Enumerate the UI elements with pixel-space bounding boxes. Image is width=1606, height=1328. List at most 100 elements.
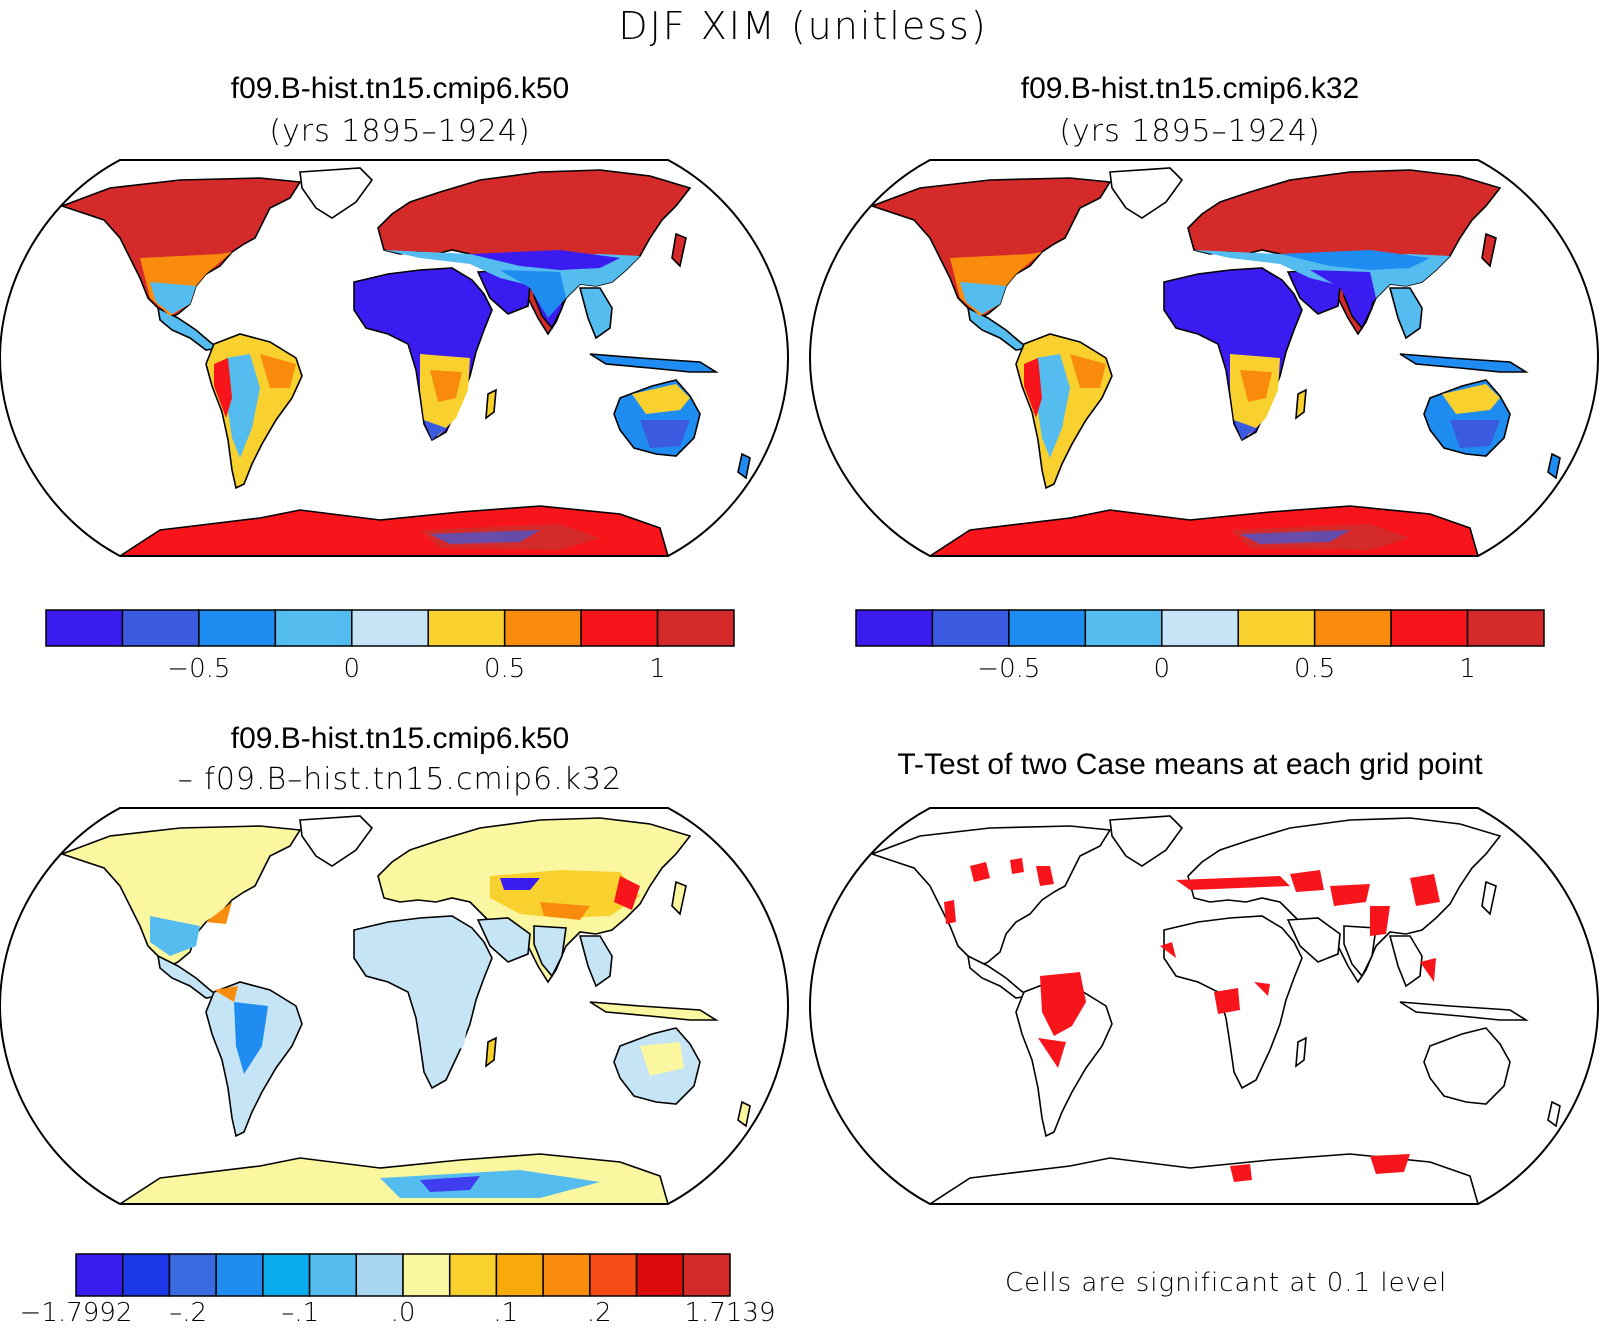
significant-cell	[1254, 982, 1270, 996]
significant-cell	[1370, 906, 1390, 936]
significant-cell	[944, 900, 956, 924]
land-seasia	[578, 287, 613, 340]
land-madagascar	[1295, 388, 1307, 420]
colorbar-difference	[75, 1253, 731, 1297]
colorbar-swatch	[656, 609, 735, 647]
land-nz	[1547, 1100, 1561, 1128]
colorbar-swatch	[121, 609, 200, 647]
colorbar-swatch	[503, 609, 582, 647]
land-samerica	[1015, 981, 1113, 1138]
colorbar-swatch	[635, 1253, 685, 1297]
colorbar-swatch	[402, 1253, 451, 1297]
land-japan	[671, 232, 687, 268]
map-k32	[808, 159, 1600, 557]
ttest-footnote: Cells are significant at 0.1 level	[1005, 1268, 1448, 1298]
colorbar-swatch	[589, 1253, 638, 1297]
colorbar-swatch	[448, 1253, 498, 1297]
colorbar-swatch	[931, 609, 1010, 647]
map-frame	[0, 807, 790, 1205]
land-greenland	[299, 167, 374, 219]
land-india	[533, 925, 567, 978]
significant-cell	[1038, 1038, 1066, 1068]
panel-subtitle-k50: (yrs 1895–1924)	[269, 114, 531, 149]
land-namerica	[869, 825, 1112, 967]
land-seasia	[578, 935, 613, 988]
land-indonesia	[1399, 353, 1529, 373]
colorbar-k32	[855, 609, 1545, 647]
land-greenland	[1109, 815, 1184, 867]
colorbar-swatch	[542, 1253, 591, 1297]
land-namerica	[869, 177, 1112, 319]
land-japan	[1481, 880, 1497, 916]
colorbar-swatch	[198, 609, 277, 647]
land-australia	[1423, 1027, 1511, 1105]
land-antarctica	[927, 1153, 1480, 1204]
panel-subtitle-k32: (yrs 1895–1924)	[1059, 114, 1321, 149]
land-africa	[353, 915, 493, 1090]
land-antarctica	[117, 505, 670, 556]
map-k50	[0, 159, 790, 557]
significant-cell	[1040, 972, 1086, 1036]
land-japan	[671, 880, 687, 916]
colorbar-swatch	[1237, 609, 1316, 647]
colorbar-tick-label: −1.7992	[19, 1298, 133, 1328]
significant-cell	[1330, 884, 1370, 906]
land-madagascar	[1295, 1036, 1307, 1068]
land-arabia	[1286, 917, 1341, 963]
land-indonesia	[589, 1001, 719, 1021]
colorbar-tick-label: .2	[586, 1298, 612, 1328]
land-madagascar	[485, 1036, 497, 1068]
panel-title-k50: f09.B-hist.tn15.cmip6.k50	[230, 72, 570, 105]
land-nz	[1547, 452, 1561, 480]
land-camerica	[966, 954, 1030, 999]
significant-cell	[1420, 958, 1436, 982]
land-camerica	[156, 306, 220, 351]
significant-cell	[1010, 858, 1024, 874]
land-seasia	[1388, 287, 1423, 340]
colorbar-swatch	[855, 609, 934, 647]
land-indonesia	[589, 353, 719, 373]
panel-subtitle-diff: – f09.B–hist.tn15.cmip6.k32	[177, 762, 623, 797]
colorbar-swatch	[1008, 609, 1087, 647]
significant-cell	[1160, 942, 1176, 958]
colorbar-swatch	[427, 609, 506, 647]
colorbar-tick-label: –.1	[281, 1298, 320, 1328]
colorbar-swatch	[262, 1253, 311, 1297]
colorbar-tick-label: −0.5	[167, 654, 231, 684]
land-greenland	[1109, 167, 1184, 219]
map-frame	[0, 159, 790, 557]
colorbar-tick-label: 1	[1459, 654, 1476, 684]
colorbar-swatch	[1313, 609, 1392, 647]
colorbar-swatch	[580, 609, 659, 647]
colorbar-tick-label: −0.5	[977, 654, 1041, 684]
land-samerica	[205, 981, 303, 1138]
land-japan	[1481, 232, 1497, 268]
land-africa	[1163, 267, 1303, 442]
colorbar-swatch	[1390, 609, 1469, 647]
significant-cell	[1230, 1164, 1252, 1182]
colorbar-tick-label: 1	[649, 654, 666, 684]
colorbar-swatch	[168, 1253, 217, 1297]
significant-cell	[1176, 876, 1290, 890]
colorbar-swatch	[355, 1253, 404, 1297]
colorbar-swatch	[1161, 609, 1239, 647]
significant-cell	[1036, 866, 1054, 886]
colorbar-swatch	[495, 1253, 544, 1297]
significant-cell	[970, 862, 990, 882]
significant-cell	[1214, 988, 1240, 1014]
significant-cell	[1410, 874, 1440, 906]
land-arabia	[476, 917, 531, 963]
map-frame	[808, 159, 1600, 557]
land-madagascar	[485, 388, 497, 420]
colorbar-swatch	[121, 1253, 171, 1297]
colorbar-tick-label: .0	[390, 1298, 416, 1328]
land-africa	[353, 267, 493, 442]
land-camerica	[966, 306, 1030, 351]
map-frame	[808, 807, 1600, 1205]
colorbar-swatch	[1466, 609, 1545, 647]
panel-title-diff: f09.B-hist.tn15.cmip6.k50	[230, 722, 570, 755]
colorbar-swatch	[45, 609, 124, 647]
colorbar-swatch	[682, 1253, 731, 1297]
land-nz	[737, 1100, 751, 1128]
colorbar-swatch	[308, 1253, 358, 1297]
